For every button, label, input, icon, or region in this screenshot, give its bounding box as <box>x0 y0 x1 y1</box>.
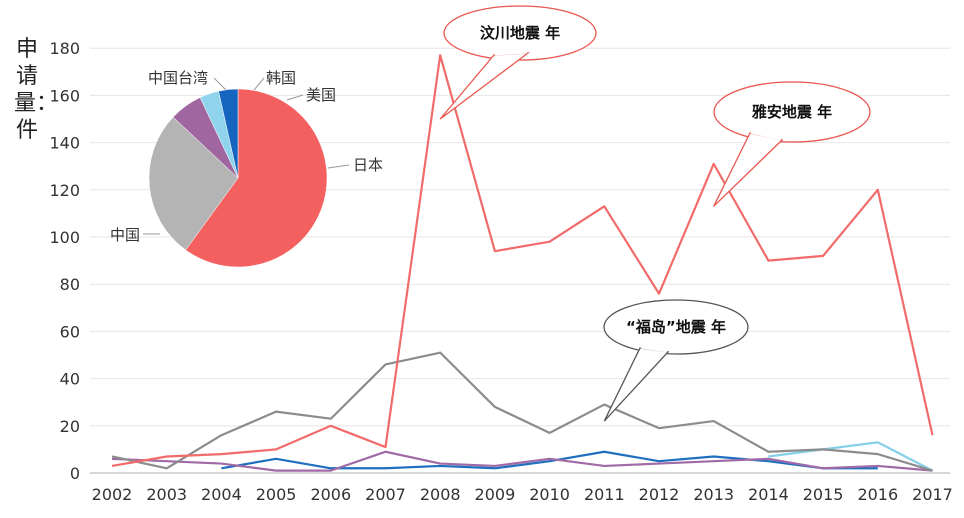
callout-pointer <box>439 52 531 120</box>
pie-label-韩国: 韩国 <box>266 69 296 87</box>
pie-slice-中国台湾 <box>218 88 239 179</box>
callout-pointer <box>713 132 784 207</box>
callout: 汶川地震 年 <box>439 5 597 120</box>
x-tick-label: 2005 <box>256 485 297 504</box>
x-tick-label: 2012 <box>639 485 680 504</box>
y-tick-label: 80 <box>60 275 80 294</box>
callout: “福岛”地震 年 <box>603 299 749 422</box>
series-line-中国 <box>111 54 934 468</box>
pie-leader-line <box>286 94 304 101</box>
x-tick-label: 2015 <box>803 485 844 504</box>
x-tick-label: 2011 <box>584 485 625 504</box>
y-tick-label: 60 <box>60 322 80 341</box>
x-tick-label: 2013 <box>693 485 734 504</box>
y-tick-label: 100 <box>49 228 80 247</box>
y-tick-label: 40 <box>60 370 80 389</box>
pie-slice-中国 <box>185 88 328 268</box>
callout: 雅安地震 年 <box>713 81 871 207</box>
callout-text: 汶川地震 年 <box>480 24 560 42</box>
x-tick-label: 2009 <box>475 485 516 504</box>
series-line-中国台湾 <box>221 450 878 470</box>
y-tick-label: 180 <box>49 39 80 58</box>
callout-pointer <box>603 347 670 422</box>
callout-bubble <box>443 5 597 61</box>
pie-leader-line <box>253 77 265 91</box>
y-tick-label: 140 <box>49 134 80 153</box>
callout-text: “福岛”地震 年 <box>626 318 726 336</box>
x-tick-label: 2003 <box>146 485 187 504</box>
x-tick-label: 2014 <box>748 485 789 504</box>
pie-label-中国: 中国 <box>110 226 140 244</box>
series-line-韩国 <box>768 441 934 472</box>
y-tick-label: 120 <box>49 181 80 200</box>
x-tick-label: 2004 <box>201 485 242 504</box>
y-tick-label: 20 <box>60 417 80 436</box>
x-axis-ticks: 2002 2003 2004 2005 2006 2007 2008 2009 2010 2011… <box>92 485 953 504</box>
x-tick-label: 2007 <box>365 485 406 504</box>
y-axis-ticks: 0 20 40 60 80 100 120 140 160 180 <box>49 39 80 483</box>
callout-bubble <box>713 81 871 143</box>
series-line-美国 <box>111 450 933 472</box>
pie-label-美国: 美国 <box>306 86 336 104</box>
x-tick-label: 2017 <box>912 485 953 504</box>
callout-text: 雅安地震 年 <box>751 103 832 121</box>
pie-slice-日本 <box>148 116 239 251</box>
line-series <box>111 54 934 472</box>
pie-leader-line <box>213 77 227 91</box>
y-tick-label: 160 <box>49 86 80 105</box>
series-line-日本 <box>111 351 933 472</box>
y-tick-label: 0 <box>70 464 80 483</box>
x-tick-label: 2016 <box>857 485 898 504</box>
x-tick-label: 2006 <box>310 485 351 504</box>
x-tick-label: 2008 <box>420 485 461 504</box>
callout-bubble <box>603 299 749 355</box>
pie-label-日本: 日本 <box>353 156 383 174</box>
x-tick-label: 2002 <box>92 485 133 504</box>
pie-leader-line <box>327 164 350 169</box>
pie-label-中国台湾: 中国台湾 <box>148 69 208 87</box>
x-tick-label: 2010 <box>529 485 570 504</box>
